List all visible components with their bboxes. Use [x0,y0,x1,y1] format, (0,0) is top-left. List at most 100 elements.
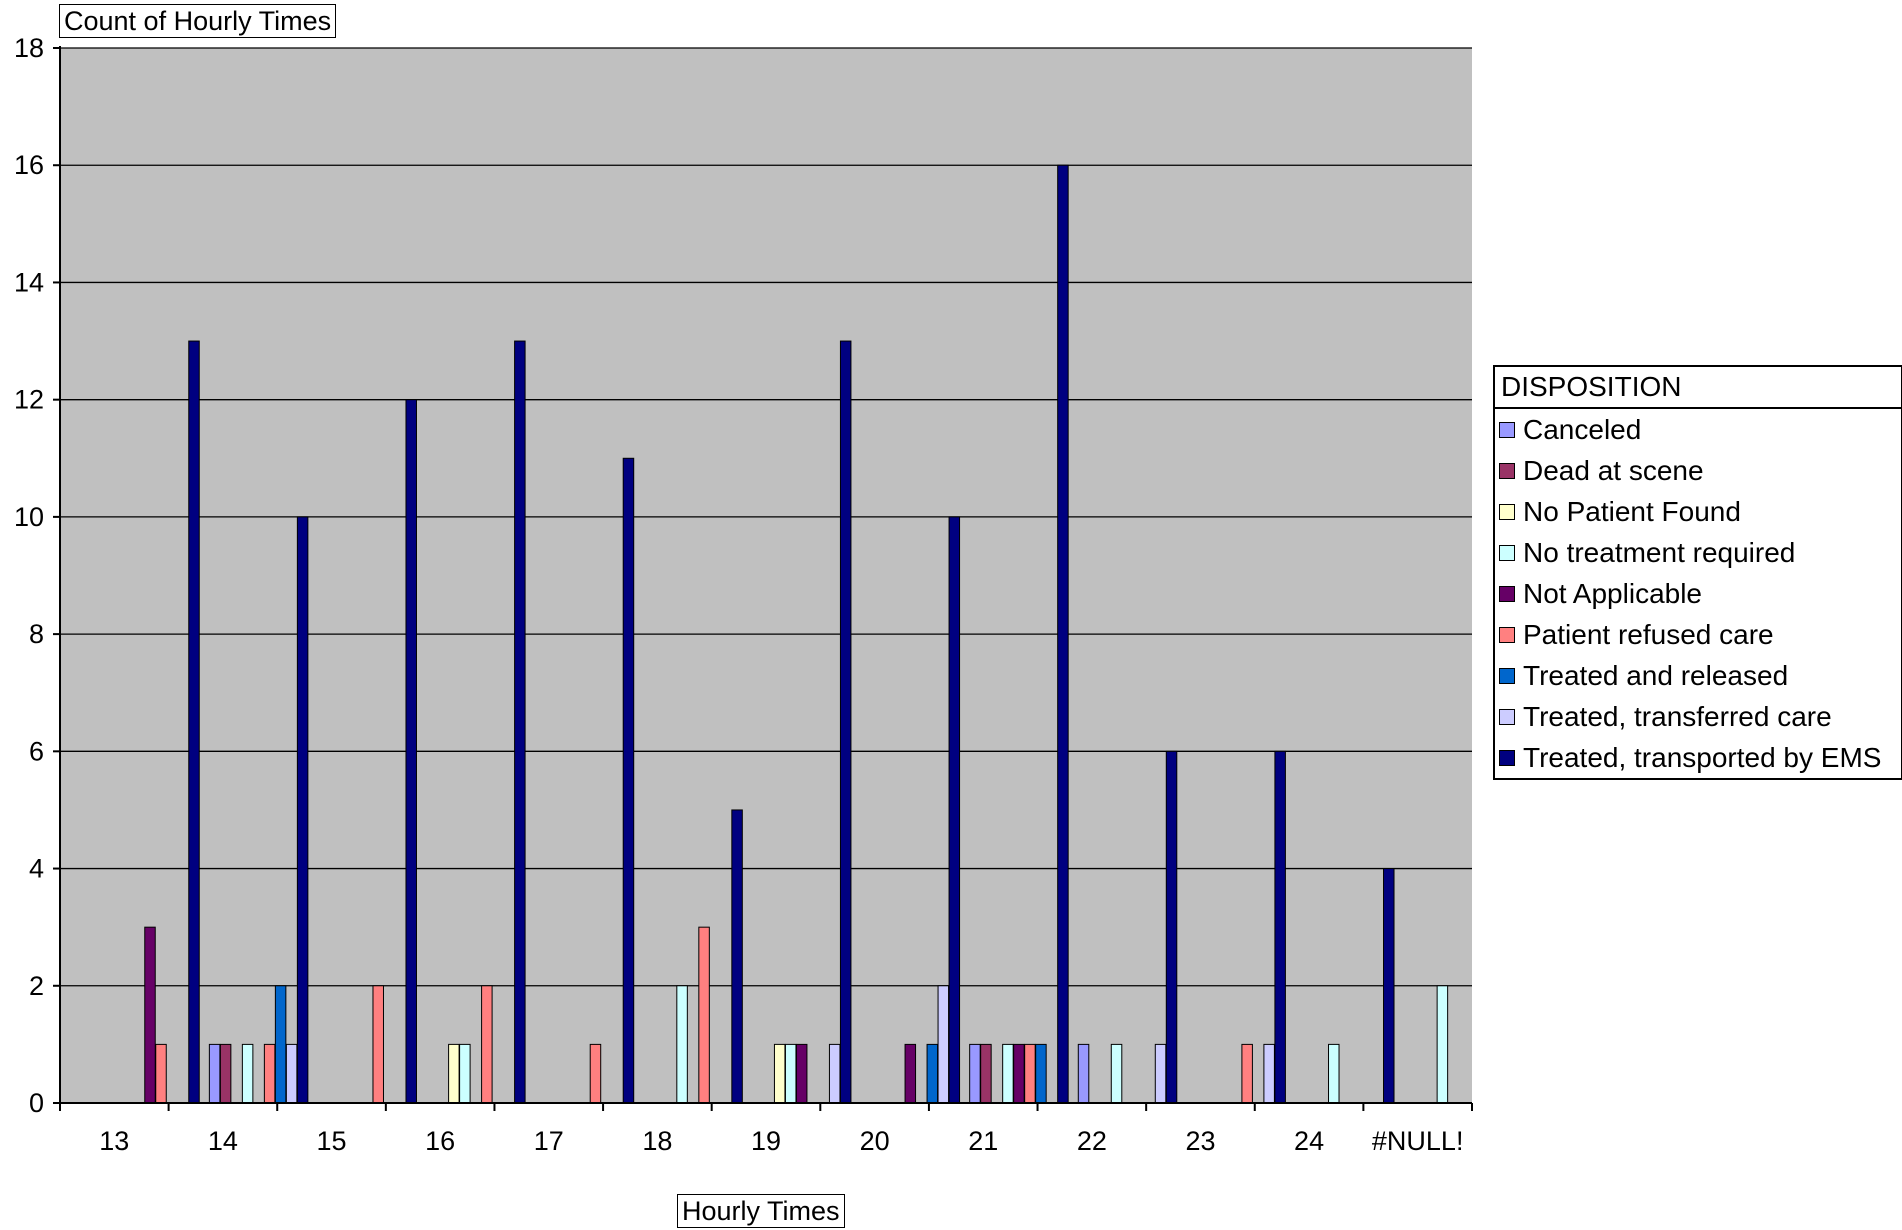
bar[interactable] [208,1043,221,1104]
bar[interactable] [155,1043,167,1104]
bar[interactable] [1328,1043,1340,1104]
bar[interactable] [1110,1043,1123,1104]
legend-swatch [1499,503,1515,520]
bar[interactable] [263,1043,276,1104]
legend-swatch [1499,667,1515,684]
legend-title[interactable]: DISPOSITION [1495,367,1901,409]
bar[interactable] [285,1043,298,1104]
bar[interactable] [1241,1043,1253,1104]
y-tick-label: 8 [29,619,44,649]
bar[interactable] [274,985,287,1104]
y-tick-label: 14 [14,267,44,297]
x-tick-labels: 13 14 15 16 17 18 19 20 21 22 23 24 #NULL! [99,1126,1463,1156]
bar[interactable] [937,985,950,1104]
bar[interactable] [784,1043,797,1104]
bar[interactable] [1165,750,1178,1104]
legend-item[interactable]: Patient refused care [1495,614,1901,655]
legend-label: No Patient Found [1523,495,1741,527]
bar[interactable] [1077,1043,1090,1104]
bar[interactable] [1057,164,1069,1104]
legend-swatch [1499,462,1515,479]
x-axis-title[interactable]: Hourly Times [677,1194,845,1228]
bar[interactable] [622,457,635,1104]
legend-item[interactable]: Treated and released [1495,655,1901,696]
bar[interactable] [676,985,688,1104]
y-tick-label: 18 [14,33,44,63]
bar[interactable] [839,340,852,1104]
legend-label: Not Applicable [1523,577,1703,609]
plot-area [60,48,1472,1103]
legend-items: Canceled Dead at scene No Patient Found No … [1495,409,1901,778]
bar[interactable] [731,809,743,1104]
bar[interactable] [296,516,309,1104]
legend-swatch [1499,708,1515,725]
bar[interactable] [980,1043,992,1104]
x-tick-label: 16 [425,1126,455,1156]
bar[interactable] [698,926,710,1104]
legend-swatch [1499,544,1515,561]
legend-label: Canceled [1523,413,1642,445]
bar[interactable] [405,399,417,1104]
bar[interactable] [1263,1043,1275,1104]
x-tick-label: 20 [860,1126,890,1156]
bar[interactable] [904,1043,917,1104]
x-tick-label: 15 [317,1126,347,1156]
x-tick-label: 24 [1294,1126,1324,1156]
bar[interactable] [795,1043,808,1104]
y-tick-label: 6 [29,736,44,766]
legend: DISPOSITION Canceled Dead at scene No Pati… [1493,365,1902,780]
legend-item[interactable]: Not Applicable [1495,573,1901,614]
legend-item[interactable]: No Patient Found [1495,491,1901,532]
legend-item[interactable]: No treatment required [1495,532,1901,573]
bar[interactable] [514,340,526,1104]
legend-label: No treatment required [1523,536,1796,568]
bar[interactable] [1002,1043,1014,1104]
x-tick-label: 18 [642,1126,672,1156]
bar[interactable] [188,340,200,1104]
x-tick-label: #NULL! [1372,1126,1464,1156]
bar[interactable] [448,1043,460,1104]
bar[interactable] [1436,985,1449,1104]
y-axis-title[interactable]: Count of Hourly Times [59,4,337,38]
legend-swatch [1499,626,1515,643]
bar[interactable] [1013,1043,1025,1104]
bar[interactable] [219,1043,232,1104]
bar[interactable] [589,1043,602,1104]
bar[interactable] [1024,1043,1036,1104]
legend-swatch [1499,421,1515,438]
y-tick-label: 4 [29,854,44,884]
y-tick-label: 2 [29,971,44,1001]
bar[interactable] [1154,1043,1167,1104]
bar[interactable] [926,1043,939,1104]
bar[interactable] [372,985,384,1104]
bar[interactable] [241,1043,254,1104]
bar[interactable] [1274,750,1286,1104]
bar[interactable] [144,926,156,1104]
y-tick-labels: 0 2 4 6 8 10 12 14 16 18 [14,33,44,1118]
axes [53,46,1473,1111]
x-tick-label: 19 [751,1126,781,1156]
legend-label: Treated, transferred care [1523,700,1832,732]
legend-label: Patient refused care [1523,618,1774,650]
bar[interactable] [828,1043,841,1104]
legend-item[interactable]: Dead at scene [1495,450,1901,491]
bar[interactable] [459,1043,471,1104]
bar[interactable] [969,1043,981,1104]
bar[interactable] [1383,868,1395,1104]
legend-item[interactable]: Treated, transferred care [1495,696,1901,737]
legend-swatch [1499,749,1515,766]
x-tick-label: 22 [1077,1126,1107,1156]
x-tick-label: 17 [534,1126,564,1156]
bar[interactable] [948,516,961,1104]
bar[interactable] [1035,1043,1047,1104]
x-tick-label: 13 [99,1126,129,1156]
legend-label: Dead at scene [1523,454,1704,486]
bar[interactable] [773,1043,786,1104]
legend-swatch [1499,585,1515,602]
bar[interactable] [481,985,493,1104]
x-tick-label: 23 [1185,1126,1215,1156]
y-tick-label: 10 [14,502,44,532]
legend-item[interactable]: Treated, transported by EMS [1495,737,1901,778]
gridlines [60,47,1472,987]
legend-item[interactable]: Canceled [1495,409,1901,450]
